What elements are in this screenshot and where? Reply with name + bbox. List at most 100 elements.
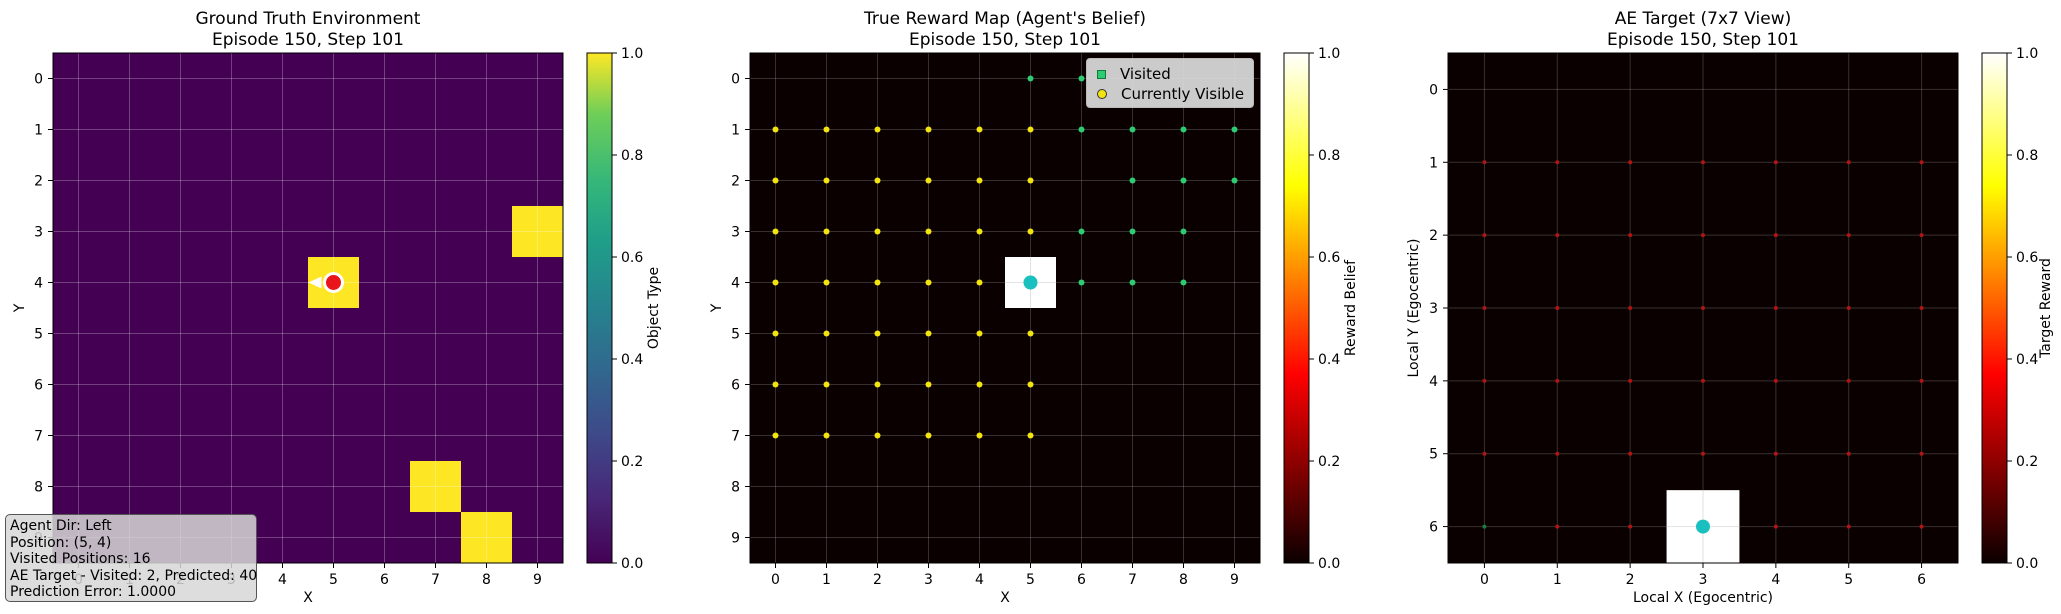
visited-point (1129, 279, 1136, 286)
panel-ground-truth: Ground Truth Environment Episode 150, St… (12, 9, 662, 606)
visible-point (925, 177, 932, 184)
visible-point (772, 228, 779, 235)
target-point (1773, 378, 1778, 383)
colorbar-label: Object Type (646, 267, 662, 349)
colorbar-ticks: 0.0 0.2 0.4 0.6 0.8 1.0 (2007, 46, 2038, 572)
y-tick-label: 0 (34, 72, 43, 88)
colorbar-tick-label: 0.8 (2016, 148, 2038, 164)
y-tick-label: 7 (34, 429, 43, 445)
visited-point (1180, 126, 1187, 133)
y-tick-label: 5 (1429, 447, 1438, 463)
visible-point (874, 177, 881, 184)
x-tick-label: 0 (1480, 572, 1489, 588)
colorbar-tick-label: 0.4 (2016, 352, 2038, 368)
colorbar-tick-label: 1.0 (2016, 46, 2038, 62)
x-tick-label: 5 (1844, 572, 1853, 588)
target-point (1555, 306, 1560, 310)
y-tick-label: 2 (1429, 228, 1438, 244)
visited-point (1129, 177, 1136, 184)
x-axis-label: Local X (Egocentric) (1633, 590, 1773, 606)
visible-point (1027, 432, 1034, 439)
target-point (1555, 378, 1560, 383)
info-line: Position: (5, 4) (10, 534, 112, 551)
visible-point (874, 432, 881, 439)
visible-point (772, 381, 779, 388)
target-point (1701, 451, 1705, 456)
heatmap-cell (410, 461, 461, 512)
y-tick-label: 6 (34, 378, 43, 394)
target-point (1773, 160, 1778, 165)
colorbar-ticks: 0.0 0.2 0.4 0.6 0.8 1.0 (612, 46, 643, 572)
target-point (1628, 524, 1633, 529)
x-tick-label: 6 (1077, 572, 1086, 588)
colorbar-tick-label: 1.0 (621, 46, 643, 62)
agent-overlay (308, 272, 344, 293)
visible-point (976, 279, 983, 286)
target-point (1701, 160, 1705, 165)
colorbar-tick-label: 0.4 (1318, 352, 1340, 368)
visited-point (1180, 177, 1187, 184)
x-tick-label: 9 (533, 572, 542, 588)
legend: Visited Currently Visible (1086, 58, 1254, 108)
grid-lines (53, 53, 563, 563)
visible-point (976, 126, 983, 133)
target-point (1919, 524, 1924, 529)
x-tick-label: 7 (1128, 572, 1137, 588)
target-point (1701, 378, 1705, 383)
x-tick-label: 3 (924, 572, 933, 588)
visible-point (925, 381, 932, 388)
heatmap-cell (461, 512, 512, 563)
colorbar-tick-label: 0.2 (2016, 454, 2038, 470)
target-point (1919, 451, 1924, 456)
y-tick-label: 8 (34, 480, 43, 496)
agent-overlay (1696, 519, 1710, 534)
visible-point (772, 330, 779, 337)
target-point (1482, 451, 1487, 456)
target-point (1919, 378, 1924, 383)
visible-marker-icon (1097, 89, 1107, 99)
target-point (1773, 524, 1778, 529)
target-point (1919, 160, 1924, 165)
target-point (1919, 306, 1924, 310)
heatmap-cells (308, 206, 563, 563)
x-tick-label: 6 (380, 572, 389, 588)
x-ticks: 0 1 2 3 4 5 6 (1480, 563, 1926, 588)
visible-point (823, 228, 830, 235)
target-point (1846, 160, 1851, 165)
target-point (1482, 306, 1487, 310)
agent-direction-arrow-icon (308, 276, 322, 289)
visible-point (772, 126, 779, 133)
colorbar-label: Reward Belief (1343, 259, 1359, 356)
colorbar-tick-label: 1.0 (1318, 46, 1340, 62)
colorbar-tick-label: 0.6 (2016, 250, 2038, 266)
target-point (1701, 233, 1705, 238)
y-ticks: 0 1 2 3 4 5 6 (1429, 82, 1448, 536)
visited-point (1129, 228, 1136, 235)
info-line: Prediction Error: 1.0000 (10, 584, 177, 600)
panel-reward-map: True Reward Map (Agent's Belief) Episode… (709, 9, 1359, 606)
y-tick-label: 4 (731, 276, 740, 292)
target-point (1555, 524, 1560, 529)
target-point (1919, 233, 1924, 238)
x-tick-label: 5 (1026, 572, 1035, 588)
target-point (1773, 306, 1778, 310)
colorbar-tick-label: 0.0 (2016, 556, 2038, 572)
visible-point (823, 279, 830, 286)
colorbar (1981, 52, 2008, 564)
y-tick-label: 5 (731, 327, 740, 343)
title-line1: Ground Truth Environment (196, 9, 421, 29)
target-point (1773, 233, 1778, 238)
colorbar-tick-label: 0.8 (1318, 148, 1340, 164)
visited-point (1078, 279, 1085, 286)
y-tick-label: 0 (731, 72, 740, 88)
y-tick-label: 3 (34, 225, 43, 241)
title-line2: Episode 150, Step 101 (212, 30, 404, 50)
x-tick-label: 7 (431, 572, 440, 588)
y-tick-label: 3 (1429, 301, 1438, 317)
colorbar-tick-label: 0.6 (621, 250, 643, 266)
info-line: Agent Dir: Left (10, 518, 112, 534)
visible-point (874, 330, 881, 337)
visible-point (1027, 228, 1034, 235)
